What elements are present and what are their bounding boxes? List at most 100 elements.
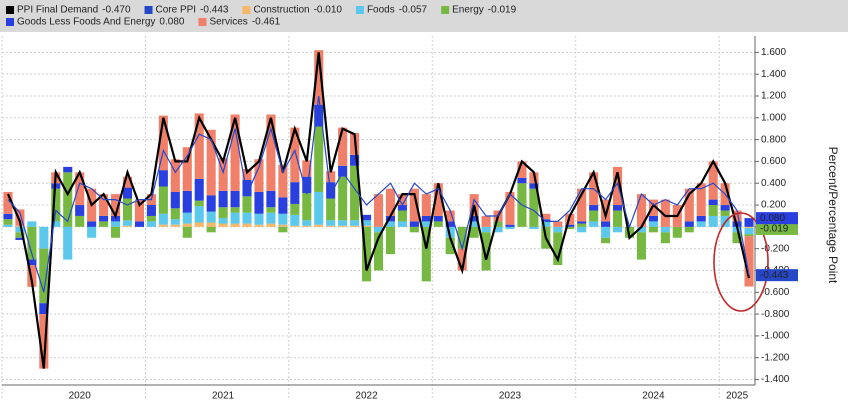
legend-value: -0.470 (102, 5, 131, 16)
bar-segment (158, 213, 168, 225)
bar-segment (660, 199, 670, 227)
bar-segment (302, 193, 312, 221)
bar-segment (481, 232, 491, 271)
bar-segment (290, 203, 300, 215)
bar-segment (182, 226, 192, 238)
bar-segment (122, 198, 133, 221)
bar-segment (158, 186, 168, 214)
legend-label: PPI Final Demand (17, 5, 98, 16)
bar-segment (744, 236, 754, 287)
bar-segment (39, 303, 49, 315)
y-tick-label: 0.800 (761, 134, 786, 145)
bar-segment (373, 194, 384, 227)
bar-segment (111, 194, 121, 216)
bar-segment (158, 224, 168, 227)
bar-segment (457, 226, 467, 249)
y-tick-label: 0.200 (761, 200, 786, 211)
bar-segment (601, 226, 611, 238)
bar-segment (577, 188, 587, 222)
bar-segment (63, 226, 73, 260)
bar-segment (111, 226, 121, 238)
legend-label: Services (209, 17, 247, 28)
bar-segment (613, 166, 623, 206)
bar-segment (648, 199, 658, 216)
bar-segment (433, 221, 443, 227)
legend-item: Construction -0.010 (242, 5, 342, 16)
legend-item: Goods Less Foods And Energy 0.080 (6, 17, 185, 28)
bar-segment (529, 188, 539, 227)
bar-segment (87, 226, 97, 238)
bar-segment (577, 223, 587, 227)
bar-segment (541, 213, 551, 220)
bar-segment (338, 127, 348, 166)
bar-segment (254, 159, 264, 192)
bar-segment (385, 221, 395, 227)
bar-segment (182, 147, 192, 191)
bar-segment (529, 183, 539, 189)
bar-segment (87, 221, 97, 227)
bar-segment (278, 226, 288, 233)
bar-segment (517, 177, 527, 184)
bar-segment (744, 234, 754, 237)
bar-segment (397, 221, 407, 227)
bar-segment (684, 226, 694, 233)
bar-segment (182, 223, 192, 227)
bar-segment (194, 178, 204, 201)
bar-segment (541, 221, 551, 227)
bar-segment (290, 182, 300, 204)
legend-item: Services -0.461 (198, 17, 281, 28)
bar-segment (708, 161, 718, 200)
bar-segment (421, 215, 431, 222)
bar-segment (218, 207, 228, 219)
legend-label: Energy (452, 5, 484, 16)
bar-segment (481, 226, 491, 233)
bar-segment (385, 215, 395, 222)
bar-segment (206, 222, 216, 227)
bar-segment (266, 114, 276, 191)
bar-segment (744, 227, 754, 235)
bar-segment (505, 191, 515, 225)
value-tag-label: -0.443 (760, 270, 789, 281)
x-tick-label: 2020 (69, 391, 92, 402)
bar-segment (230, 212, 240, 224)
bar-segment (744, 226, 754, 228)
bar-segment (648, 221, 658, 227)
bar-segment (648, 226, 658, 233)
bar-segment (565, 224, 575, 227)
bar-segment (278, 164, 288, 198)
bar-segment (613, 205, 623, 211)
bar-segment (708, 199, 718, 206)
bar-segment (457, 248, 467, 271)
bar-segment (75, 215, 85, 227)
bar-segment (577, 226, 587, 233)
bar-segment (362, 214, 372, 221)
y-tick-label: 0.400 (761, 178, 786, 189)
legend-swatch (441, 6, 450, 14)
bar-segment (577, 221, 587, 224)
bar-segment (613, 210, 623, 227)
bar-segment (326, 171, 336, 183)
bar-segment (732, 232, 742, 244)
bar-segment (421, 194, 431, 216)
bar-segment (326, 220, 336, 226)
bar-segment (170, 191, 180, 209)
y-tick-label: -1.200 (761, 352, 790, 363)
bar-segment (302, 176, 312, 194)
bar-segment (182, 212, 192, 224)
line (7, 95, 750, 293)
bar-segment (194, 113, 204, 179)
bar-segment (529, 226, 539, 230)
bar-segment (744, 218, 754, 227)
bar-segment (194, 222, 204, 227)
bar-segment (230, 223, 240, 227)
y-tick-label: -1.000 (761, 331, 790, 342)
bar-segment (302, 160, 312, 177)
bar-segment (314, 126, 324, 192)
bar-segment (517, 161, 527, 178)
bar-segment (146, 221, 156, 227)
bar-segment (15, 232, 25, 238)
bar-segment (373, 232, 384, 271)
bar-segment (636, 194, 646, 227)
bar-segment (469, 215, 479, 222)
bar-segment (553, 232, 563, 266)
